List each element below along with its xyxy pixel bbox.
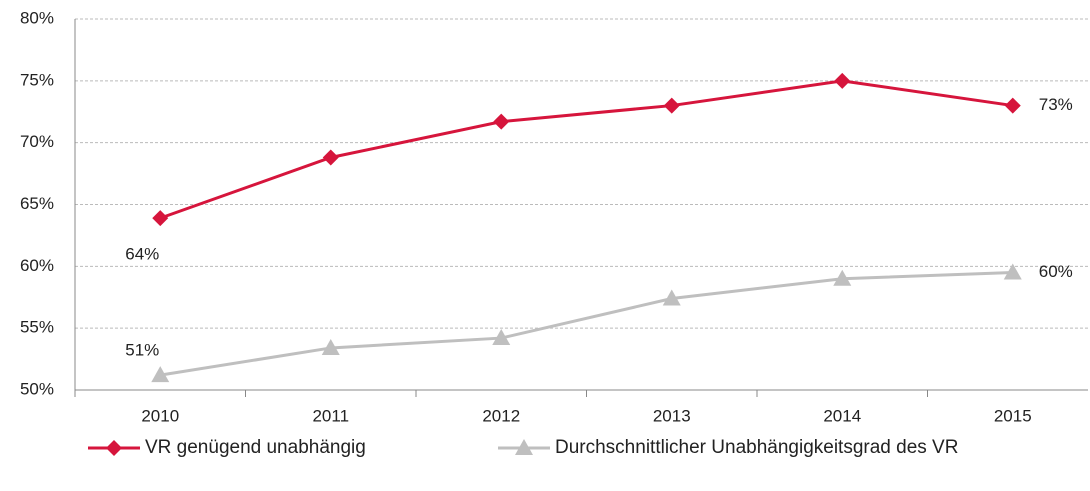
marker (493, 113, 510, 130)
y-tick-label: 75% (20, 70, 54, 89)
marker (833, 269, 852, 286)
y-tick-label: 80% (20, 8, 54, 27)
marker (492, 329, 511, 346)
line (159, 79, 1013, 220)
y-tick-label: 50% (20, 379, 54, 398)
y-tick-label: 65% (20, 194, 54, 213)
marker (1004, 97, 1021, 114)
marker (152, 210, 169, 227)
y-tick-label: 60% (20, 256, 54, 275)
x-tick-label: 2013 (653, 406, 691, 425)
marker (322, 149, 339, 166)
marker (515, 439, 533, 455)
line (160, 271, 1013, 377)
marker (662, 289, 681, 306)
marker (321, 338, 340, 355)
x-tick-label: 2010 (141, 406, 179, 425)
y-tick-label: 55% (20, 318, 54, 337)
data-label: 60% (1039, 262, 1073, 281)
data-label: 64% (125, 245, 159, 264)
x-tick-label: 2012 (482, 406, 520, 425)
marker (106, 440, 122, 456)
marker (663, 97, 680, 114)
marker (834, 72, 851, 89)
data-label: 51% (125, 341, 159, 360)
x-tick-label: 2011 (312, 406, 349, 425)
legend-label: Durchschnittlicher Unabhängigkeitsgrad d… (555, 437, 958, 458)
marker (1003, 263, 1022, 280)
x-tick-label: 2014 (823, 406, 861, 425)
data-label: 73% (1039, 95, 1073, 114)
marker (151, 366, 170, 383)
y-tick-label: 70% (20, 132, 54, 151)
legend-label: VR genügend unabhängig (145, 437, 366, 458)
x-tick-label: 2015 (994, 406, 1032, 425)
